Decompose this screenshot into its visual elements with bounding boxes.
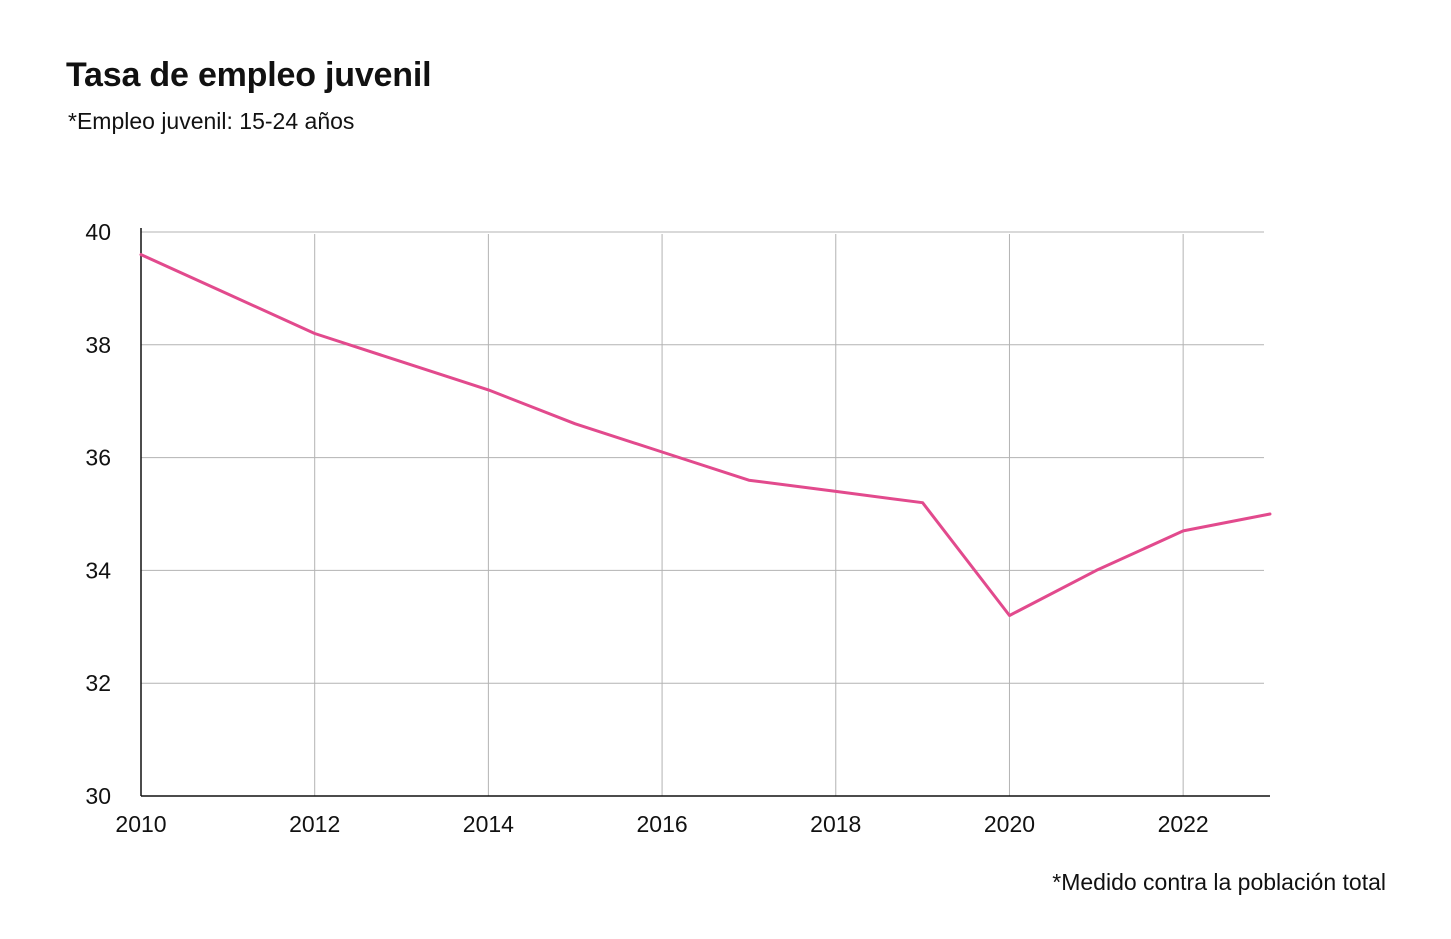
chart-subtitle: *Empleo juvenil: 15-24 años [68, 108, 355, 134]
y-tick-label-30: 30 [85, 783, 111, 809]
y-tick-label-34: 34 [85, 557, 111, 583]
y-tick-label-32: 32 [85, 670, 111, 696]
series-lines [139, 253, 1272, 617]
x-tick-label-2012: 2012 [289, 811, 340, 837]
x-tick-label-2014: 2014 [463, 811, 514, 837]
tick-labels: 30 32 34 36 38 40 2010 2012 2014 2016 2018 2020 2022 [85, 219, 1208, 837]
series-line-0 [139, 253, 1272, 617]
y-tick-label-38: 38 [85, 332, 111, 358]
x-tick-label-2022: 2022 [1158, 811, 1209, 837]
chart-title: Tasa de empleo juvenil [66, 56, 432, 94]
grid-lines [141, 231, 1264, 796]
axes [140, 228, 1270, 797]
y-tick-label-40: 40 [85, 219, 111, 245]
x-tick-label-2010: 2010 [115, 811, 166, 837]
chart-footnote: *Medido contra la población total [1052, 869, 1386, 895]
x-tick-label-2016: 2016 [636, 811, 687, 837]
x-tick-label-2018: 2018 [810, 811, 861, 837]
y-tick-label-36: 36 [85, 445, 111, 471]
x-tick-label-2020: 2020 [984, 811, 1035, 837]
